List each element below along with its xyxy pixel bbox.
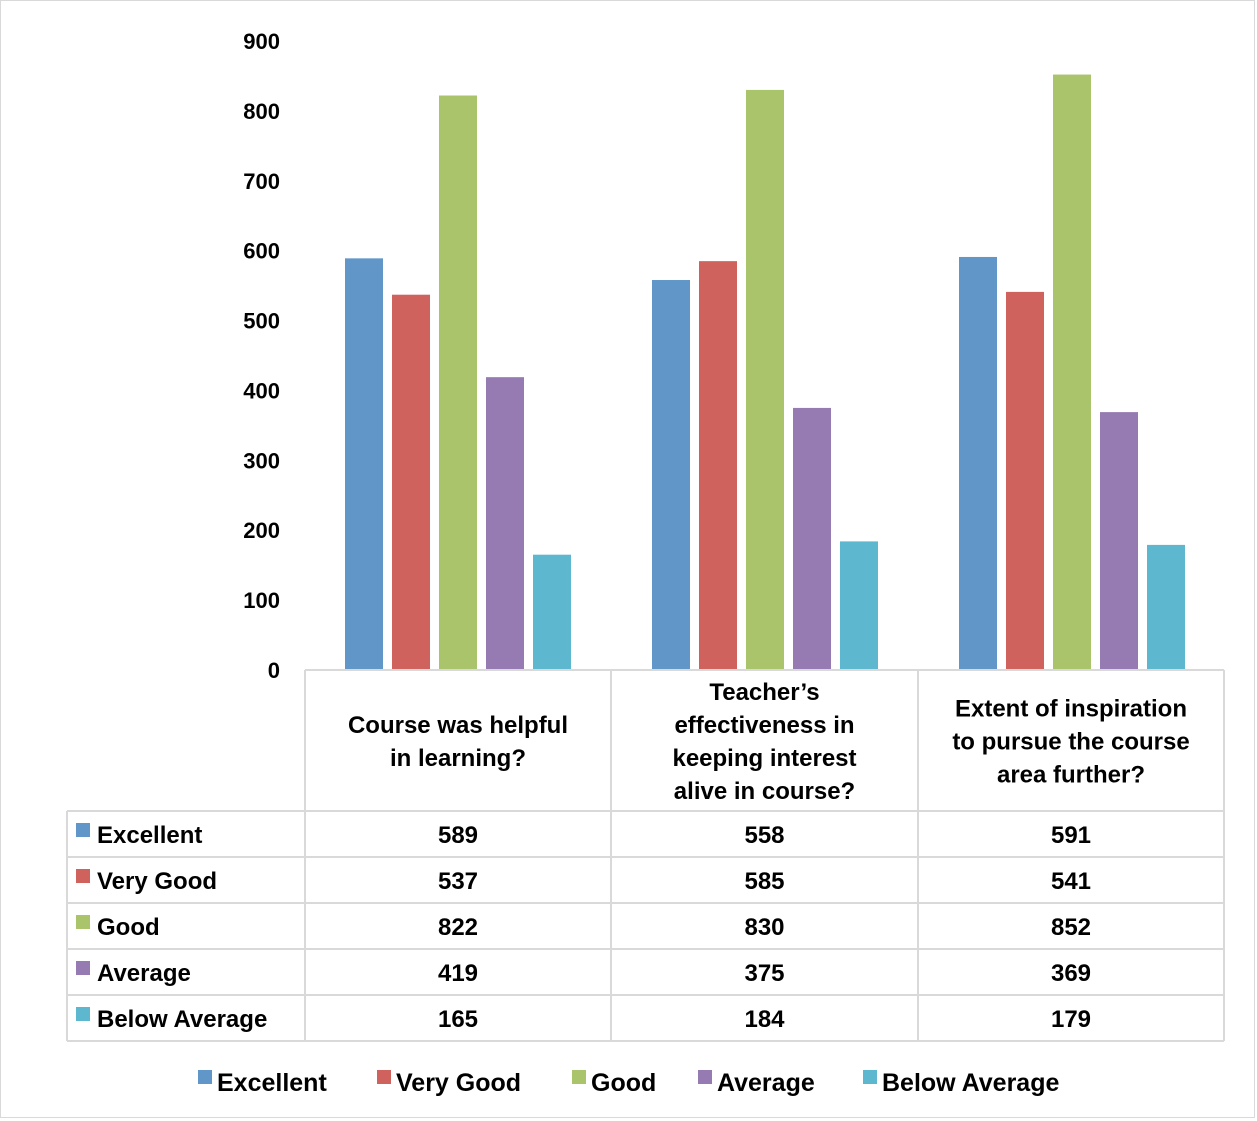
table-legend-key: [76, 823, 90, 837]
table-row-label: Very Good: [97, 868, 217, 895]
bar-very-good: [392, 294, 430, 670]
bar-average: [793, 407, 831, 670]
legend-swatch: [198, 1070, 212, 1084]
y-tick-label: 600: [243, 239, 280, 264]
legend-label: Average: [717, 1069, 815, 1097]
y-tick-label: 300: [243, 448, 280, 473]
table-value: 419: [438, 960, 478, 987]
table-value: 369: [1051, 960, 1091, 987]
table-row-label: Excellent: [97, 822, 202, 849]
table-row-label: Below Average: [97, 1006, 267, 1033]
table-row-label: Good: [97, 914, 160, 941]
y-tick-label: 200: [243, 518, 280, 543]
table-legend-key: [76, 915, 90, 929]
table-value: 830: [744, 914, 784, 941]
table-value: 591: [1051, 822, 1091, 849]
bar-good: [746, 89, 784, 670]
bar-good: [439, 95, 477, 671]
category-label-line: in learning?: [390, 745, 526, 772]
category-label-line: keeping interest: [672, 745, 856, 772]
table-value: 585: [744, 868, 784, 895]
category-label-line: effectiveness in: [674, 712, 854, 739]
category-label-line: area further?: [997, 762, 1145, 789]
legend-label: Below Average: [882, 1069, 1059, 1097]
table-value: 165: [438, 1006, 478, 1033]
table-legend-key: [76, 961, 90, 975]
category-label-line: alive in course?: [674, 778, 855, 805]
category-label-line: to pursue the course: [952, 729, 1189, 756]
table-legend-key: [76, 1007, 90, 1021]
table-value: 537: [438, 868, 478, 895]
bar-excellent: [652, 280, 690, 670]
table-value: 179: [1051, 1006, 1091, 1033]
bar-average: [1100, 412, 1138, 670]
bar-very-good: [699, 261, 737, 670]
legend-label: Very Good: [396, 1069, 521, 1097]
bar-excellent: [345, 258, 383, 670]
table-value: 558: [744, 822, 784, 849]
bar-below-average: [533, 554, 571, 670]
bar-average: [486, 377, 524, 670]
y-tick-label: 500: [243, 309, 280, 334]
legend-swatch: [698, 1070, 712, 1084]
legend-label: Excellent: [217, 1069, 327, 1097]
table-value: 852: [1051, 914, 1091, 941]
category-label-line: Teacher’s: [709, 679, 819, 706]
category-label: Extent of inspiration to pursue the cours…: [952, 696, 1189, 789]
y-tick-label: 0: [268, 658, 280, 683]
legend-swatch: [377, 1070, 391, 1084]
table-legend-key: [76, 869, 90, 883]
bar-very-good: [1006, 291, 1044, 670]
category-label: Teacher’s effectiveness in keeping interes…: [672, 679, 856, 805]
table-value: 541: [1051, 868, 1091, 895]
y-tick-label: 700: [243, 169, 280, 194]
bar-excellent: [959, 256, 997, 670]
category-label: Course was helpful in learning?: [348, 712, 568, 772]
table-row-label: Average: [97, 960, 191, 987]
y-tick-label: 900: [243, 29, 280, 54]
bar-below-average: [840, 541, 878, 670]
bar-below-average: [1147, 544, 1185, 670]
table-value: 589: [438, 822, 478, 849]
table-value: 822: [438, 914, 478, 941]
category-label-line: Course was helpful: [348, 712, 568, 739]
legend-swatch: [863, 1070, 877, 1084]
y-tick-label: 800: [243, 99, 280, 124]
y-tick-label: 100: [243, 588, 280, 613]
category-label-line: Extent of inspiration: [955, 696, 1187, 723]
y-tick-label: 400: [243, 378, 280, 403]
table-value: 375: [744, 960, 784, 987]
table-value: 184: [744, 1006, 785, 1033]
bar-good: [1053, 74, 1091, 670]
legend-swatch: [572, 1070, 586, 1084]
legend-label: Good: [591, 1069, 656, 1097]
